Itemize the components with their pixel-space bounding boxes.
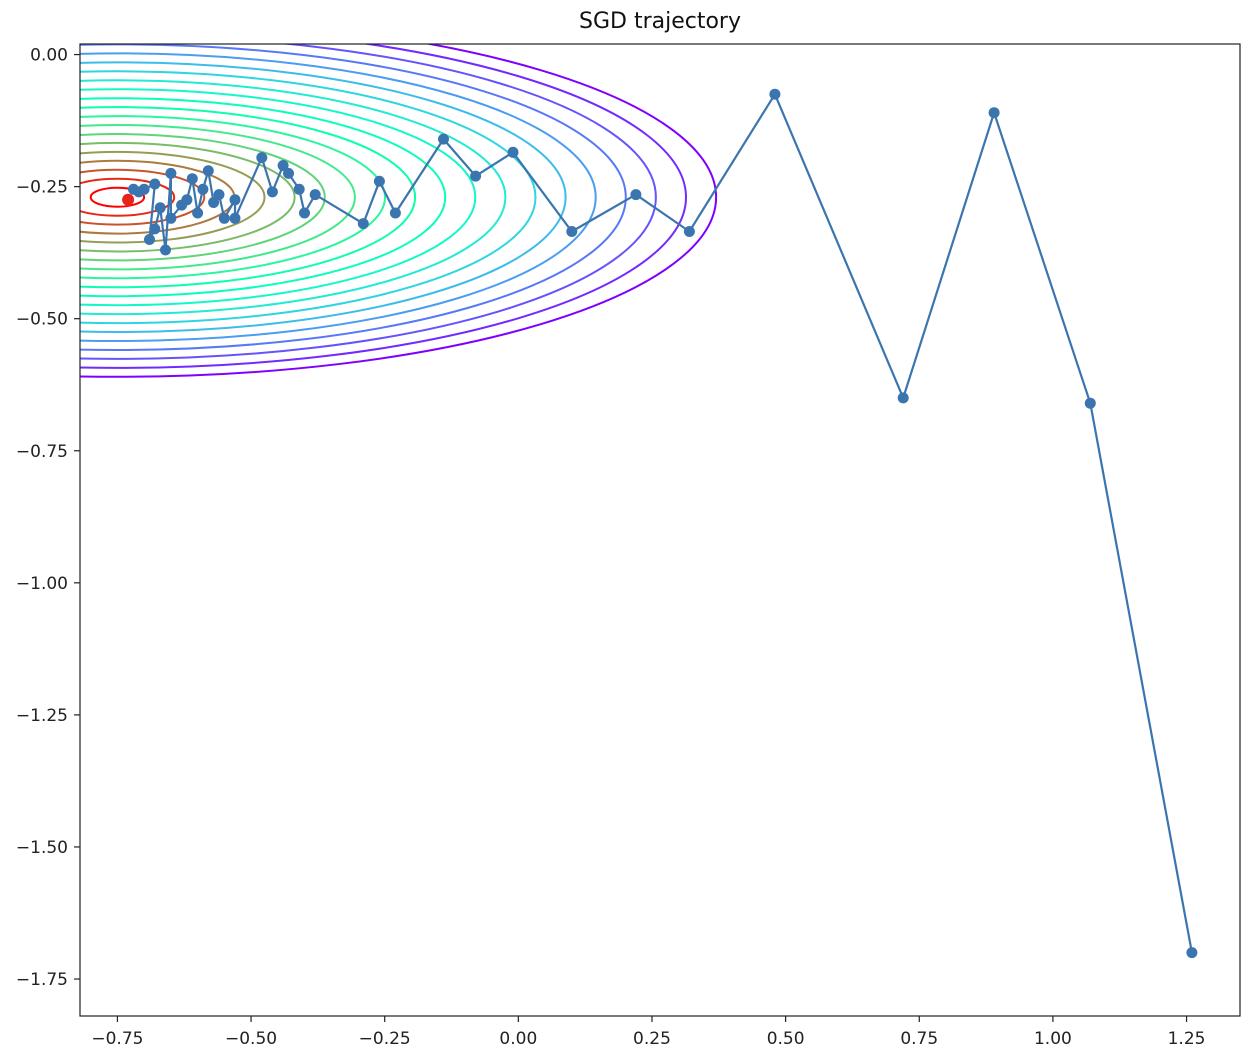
trajectory-point	[1084, 397, 1096, 409]
contour-level	[89, 186, 146, 208]
trajectory	[122, 88, 1198, 959]
trajectory-point	[389, 207, 401, 219]
trajectory-point	[283, 167, 294, 179]
trajectory-point	[566, 226, 578, 237]
trajectory-point	[897, 392, 909, 404]
contour-level	[80, 115, 386, 280]
y-tick-label: −1.50	[16, 838, 68, 858]
trajectory-point	[218, 212, 230, 224]
trajectory-point	[176, 199, 188, 211]
contour-level	[80, 150, 266, 244]
y-tick-label: −0.25	[16, 178, 68, 198]
trajectory-point	[1186, 947, 1198, 959]
trajectory-point	[470, 170, 482, 182]
contour-level	[80, 141, 296, 253]
x-tick-label: 0.25	[633, 1029, 671, 1049]
y-tick-label: 0.00	[30, 46, 68, 66]
contour-level	[80, 168, 206, 226]
contour-lines	[80, 44, 717, 378]
trajectory-point	[149, 223, 161, 235]
chart-title: SGD trajectory	[579, 9, 741, 34]
trajectory-point	[165, 212, 177, 224]
contour-level	[80, 44, 717, 378]
trajectory-point	[309, 189, 321, 201]
contour-level	[80, 177, 176, 217]
trajectory-point	[149, 178, 161, 190]
x-tick-label: 1.25	[1168, 1029, 1206, 1049]
trajectory-point	[160, 244, 171, 256]
trajectory-point	[186, 173, 198, 185]
trajectory-point	[277, 160, 289, 171]
trajectory-point	[213, 189, 225, 201]
trajectory-point	[683, 226, 695, 237]
trajectory-point	[197, 183, 209, 195]
trajectory-point	[256, 152, 268, 164]
x-tick-label: −0.75	[91, 1029, 143, 1049]
y-tick-label: −1.75	[16, 970, 68, 990]
trajectory-point	[438, 133, 449, 145]
trajectory-point	[769, 88, 781, 100]
trajectory-point	[373, 175, 385, 187]
contour-level	[80, 70, 537, 325]
trajectory-point	[192, 207, 204, 219]
trajectory-point	[144, 234, 155, 245]
x-tick-label: 0.00	[499, 1029, 537, 1049]
contour-level	[80, 44, 657, 360]
trajectory-point	[229, 194, 241, 206]
x-tick-label: 1.00	[1034, 1029, 1072, 1049]
contour-level	[80, 97, 447, 298]
y-tick-label: −1.25	[16, 706, 68, 726]
trajectory-point	[988, 107, 1000, 119]
y-tick-label: −0.50	[16, 310, 68, 330]
contour-level	[80, 79, 507, 316]
trajectory-point	[165, 167, 177, 179]
trajectory-point	[293, 183, 305, 195]
trajectory-point	[299, 207, 310, 219]
y-tick-label: −0.75	[16, 442, 68, 462]
y-tick-label: −1.00	[16, 574, 68, 594]
contour-level	[80, 88, 477, 307]
x-tick-label: −0.25	[359, 1029, 411, 1049]
contour-level	[80, 52, 597, 342]
contour-level	[80, 106, 417, 289]
x-tick-label: 0.75	[900, 1029, 938, 1049]
contour-level	[80, 133, 326, 262]
trajectory-point	[357, 218, 369, 230]
contour-level	[80, 124, 356, 271]
trajectory-point	[630, 189, 642, 201]
contour-level	[80, 44, 687, 369]
x-axis: −0.75 −0.50 −0.25 0.00 0.25 0.50 0.75 1.00 1.25	[91, 1016, 1205, 1049]
trajectory-point	[202, 165, 214, 177]
x-tick-label: 0.50	[767, 1029, 805, 1049]
trajectory-point	[128, 183, 139, 195]
y-axis: 0.00 −0.25 −0.50 −0.75 −1.00 −1.25 −1.50 −1.75	[16, 46, 80, 990]
plot-frame	[79, 43, 1241, 1017]
optimum-point	[122, 193, 135, 206]
contour-level	[80, 61, 567, 333]
trajectory-point	[154, 202, 166, 214]
trajectory-line	[133, 91, 1193, 953]
trajectory-point	[229, 212, 241, 224]
x-tick-label: −0.50	[225, 1029, 277, 1049]
trajectory-point	[507, 146, 519, 158]
trajectory-point	[208, 197, 220, 208]
trajectory-point	[266, 186, 278, 198]
